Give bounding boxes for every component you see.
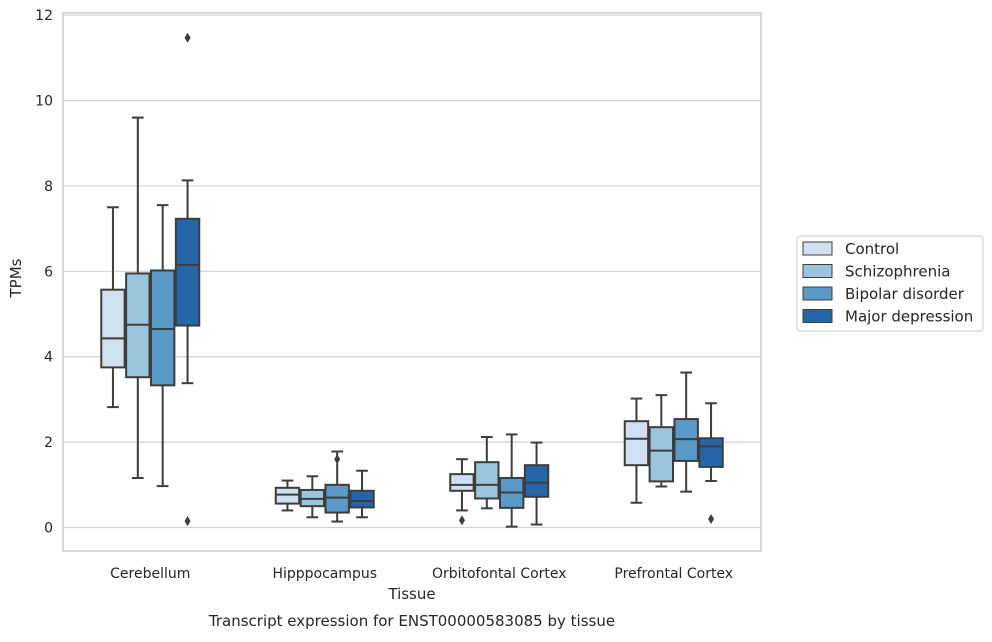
box-group xyxy=(623,397,650,504)
x-axis-ticks: Cerebellum Hipppocampus Orbitofontal Corte… xyxy=(110,566,733,582)
box-group xyxy=(349,469,375,519)
box-group xyxy=(648,394,675,488)
legend-swatch xyxy=(802,309,833,323)
box xyxy=(648,426,675,483)
outlier-point xyxy=(334,454,341,465)
box-group xyxy=(100,206,126,409)
outlier-point xyxy=(184,32,191,43)
legend-label: Bipolar disorder xyxy=(845,285,965,303)
legend-label: Control xyxy=(845,240,899,258)
y-tick-label: 4 xyxy=(44,350,53,366)
box xyxy=(274,486,301,505)
box-group xyxy=(523,441,550,526)
boxes xyxy=(100,32,724,528)
legend-swatch xyxy=(802,286,833,301)
chart-caption: Transcript expression for ENST0000058308… xyxy=(208,612,615,630)
y-axis-ticks: 0 2 4 6 8 10 12 xyxy=(35,8,53,536)
legend: Control Schizophrenia Bipolar disorder Majo… xyxy=(796,235,984,332)
box xyxy=(698,437,724,468)
box xyxy=(474,461,500,500)
box xyxy=(174,217,201,327)
y-tick-label: 10 xyxy=(35,94,53,110)
y-tick-label: 2 xyxy=(44,435,53,451)
box-group xyxy=(324,450,350,523)
box-group xyxy=(125,116,151,479)
y-tick-label: 6 xyxy=(44,264,53,280)
outlier-point xyxy=(184,516,191,527)
legend-frame xyxy=(796,235,984,332)
legend-swatch xyxy=(802,241,833,256)
box-group xyxy=(474,435,500,510)
outlier-point xyxy=(458,515,465,526)
legend-swatch xyxy=(802,264,833,278)
x-tick-label: Prefrontal Cortex xyxy=(614,566,733,582)
x-tick-label: Hipppocampus xyxy=(272,566,377,582)
box xyxy=(349,489,375,509)
box xyxy=(449,473,475,492)
x-axis-label: Tissue xyxy=(387,585,435,603)
box-group xyxy=(174,32,201,527)
outlier-point xyxy=(708,513,715,524)
y-tick-label: 0 xyxy=(44,521,53,537)
box-group xyxy=(149,204,176,488)
legend-label: Schizophrenia xyxy=(845,263,950,281)
box-group xyxy=(449,458,475,526)
box xyxy=(100,288,126,369)
box-group xyxy=(698,402,724,524)
box-group xyxy=(673,371,699,493)
box xyxy=(324,483,350,514)
box xyxy=(149,269,176,387)
box xyxy=(623,420,650,467)
box-group xyxy=(299,475,326,519)
box-group xyxy=(498,433,525,528)
box-group xyxy=(274,479,301,512)
y-tick-label: 8 xyxy=(44,179,53,195)
y-tick-label: 12 xyxy=(35,8,53,24)
box xyxy=(523,464,550,498)
x-tick-label: Orbitofontal Cortex xyxy=(432,566,567,582)
y-axis-label: TPMs xyxy=(7,258,25,298)
x-tick-label: Cerebellum xyxy=(110,566,190,582)
legend-label: Major depression xyxy=(845,308,973,326)
